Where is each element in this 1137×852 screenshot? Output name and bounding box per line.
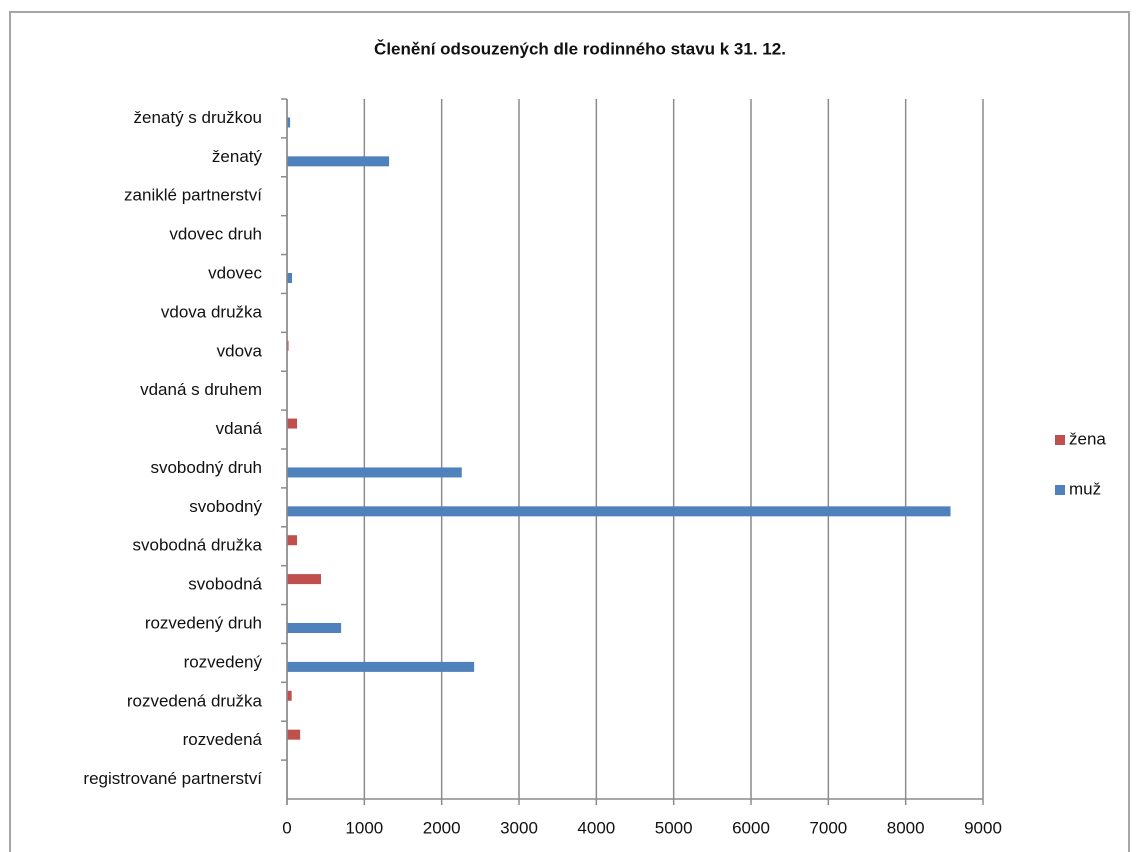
y-tick-label: vdovec druh [169, 225, 262, 244]
bar [287, 117, 291, 128]
bar [287, 467, 462, 478]
x-tick-label: 1000 [345, 818, 383, 837]
y-tick-label: vdova družka [161, 302, 263, 321]
bar [287, 574, 322, 585]
y-tick-label: svobodná [188, 575, 262, 594]
legend-swatch [1055, 435, 1065, 445]
bar [287, 729, 301, 740]
legend-swatch [1055, 485, 1065, 495]
bar [287, 623, 342, 633]
y-tick-label: rozvedený [184, 652, 263, 671]
x-tick-label: 3000 [500, 818, 538, 837]
bar [287, 506, 951, 517]
y-tick-label: vdova [217, 341, 263, 360]
x-tick-label: 6000 [732, 818, 770, 837]
bar [287, 661, 475, 672]
bar [287, 340, 289, 351]
bar [287, 418, 298, 429]
y-tick-label: svobodná družka [133, 536, 263, 555]
y-tick-label: zaniklé partnerství [124, 186, 262, 205]
x-tick-label: 2000 [423, 818, 461, 837]
x-tick-label: 4000 [577, 818, 615, 837]
legend-label: muž [1069, 479, 1101, 498]
bar [287, 156, 390, 167]
y-tick-label: ženatý s družkou [133, 108, 262, 127]
y-tick-label: rozvedený druh [145, 613, 262, 632]
legend-label: žena [1069, 429, 1106, 448]
y-tick-label: svobodný [189, 497, 262, 516]
x-tick-label: 5000 [655, 818, 693, 837]
y-tick-label: vdaná [216, 419, 263, 438]
y-tick-label: vdaná s druhem [140, 380, 262, 399]
y-tick-label: rozvedená [183, 730, 263, 749]
chart-title: Členění odsouzených dle rodinného stavu … [374, 39, 786, 58]
x-tick-label: 7000 [809, 818, 847, 837]
y-tick-label: rozvedená družka [127, 691, 263, 710]
y-tick-label: vdovec [208, 263, 262, 282]
chart-frame [9, 11, 1130, 852]
bar [287, 535, 298, 546]
y-tick-label: ženatý [212, 147, 263, 166]
bar [287, 273, 293, 283]
y-tick-label: registrované partnerství [83, 769, 262, 788]
x-tick-label: 9000 [964, 818, 1002, 837]
bar [287, 690, 292, 701]
x-tick-label: 8000 [887, 818, 925, 837]
x-tick-label: 0 [282, 818, 291, 837]
y-tick-label: svobodný druh [150, 458, 262, 477]
